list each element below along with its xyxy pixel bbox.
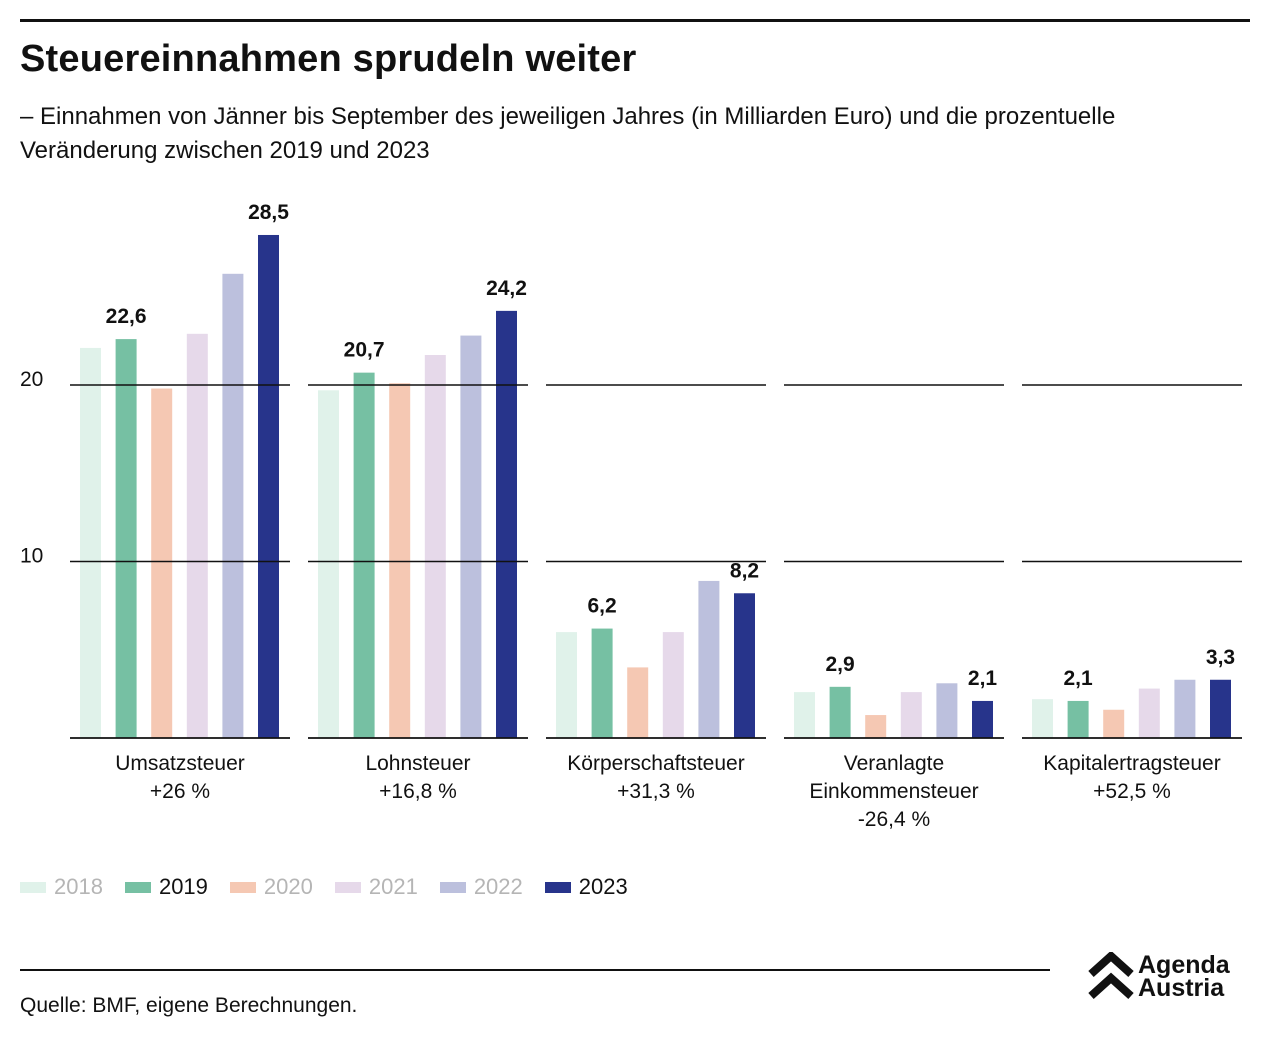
bar	[353, 372, 375, 738]
legend-label: 2019	[158, 874, 208, 899]
legend-item: 2023	[544, 874, 628, 900]
category-label: Lohnsteuer	[365, 752, 470, 775]
data-label: 2,1	[968, 667, 998, 690]
bar	[662, 632, 684, 738]
legend-item: 2019	[124, 874, 208, 900]
legend-label: 2018	[54, 874, 103, 899]
legend-swatch	[20, 881, 46, 893]
data-label: 24,2	[486, 277, 527, 300]
bar	[115, 339, 137, 738]
legend-swatch	[439, 881, 466, 893]
data-label: 6,2	[587, 595, 616, 618]
data-label: 28,5	[248, 201, 289, 224]
legend-swatch	[544, 881, 571, 893]
bar	[936, 683, 958, 738]
bar	[389, 383, 411, 738]
agenda-austria-chevron-icon	[1088, 952, 1134, 999]
chart-title: Steuereinnahmen sprudeln weiter	[20, 38, 637, 80]
legend-label: 2021	[368, 874, 418, 899]
bar	[424, 354, 446, 738]
legend: 2018 2019 2020 2021 2022 2023	[20, 874, 650, 900]
data-label: 8,2	[730, 559, 759, 582]
bar	[698, 580, 720, 738]
category-label: Kapitalertragsteuer	[1043, 752, 1220, 775]
bar	[794, 692, 815, 738]
data-label: 2,9	[825, 653, 854, 676]
legend-label: 2023	[578, 874, 628, 899]
legend-item: 2022	[439, 874, 523, 900]
y-tick-label: 10	[20, 545, 43, 568]
data-label: 22,6	[106, 305, 147, 328]
bar	[1210, 679, 1231, 738]
brand-name: Agenda Austria	[1138, 951, 1230, 1002]
bar	[829, 686, 851, 738]
legend-swatch	[124, 881, 151, 893]
legend-swatch	[229, 881, 256, 893]
data-label: 2,1	[1063, 667, 1093, 690]
category-label: Einkommensteuer	[809, 780, 978, 803]
bar	[1138, 688, 1160, 738]
change-label: +52,5 %	[1093, 780, 1171, 803]
bar	[151, 388, 173, 738]
bar	[591, 628, 613, 738]
bar	[900, 692, 922, 738]
bar	[865, 715, 887, 738]
bar	[734, 593, 755, 738]
change-label: +31,3 %	[617, 780, 695, 803]
bar	[460, 335, 482, 738]
bar	[1174, 679, 1196, 738]
bar	[1103, 709, 1125, 738]
bar	[258, 234, 279, 738]
change-label: +16,8 %	[379, 780, 457, 803]
category-label: Umsatzsteuer	[115, 752, 245, 775]
bar	[1067, 700, 1089, 738]
legend-label: 2022	[473, 874, 523, 899]
legend-label: 2020	[263, 874, 313, 899]
change-label: +26 %	[150, 780, 210, 803]
brand-logo: Agenda Austria	[1088, 952, 1230, 1002]
bar	[186, 333, 208, 738]
brand-line-1: Agenda	[1138, 951, 1230, 979]
bar	[496, 310, 517, 738]
data-label: 3,3	[1206, 646, 1235, 669]
source-note: Quelle: BMF, eigene Berechnungen.	[20, 994, 358, 1017]
legend-item: 2020	[229, 874, 313, 900]
bar	[318, 390, 339, 738]
category-label: Veranlagte	[844, 752, 944, 775]
data-label: 20,7	[344, 339, 385, 362]
legend-item: 2021	[334, 874, 418, 900]
category-label: Körperschaftsteuer	[567, 752, 744, 775]
bar	[556, 632, 577, 738]
y-tick-label: 20	[20, 368, 43, 391]
bar	[80, 347, 101, 738]
bar	[627, 667, 649, 738]
bottom-rule	[20, 969, 1050, 971]
change-label: -26,4 %	[858, 808, 930, 831]
brand-line-2: Austria	[1138, 974, 1225, 1002]
chart-subtitle: – Einnahmen von Jänner bis September des…	[20, 103, 1116, 164]
top-rule	[20, 19, 1250, 22]
bar	[1032, 699, 1053, 738]
bar	[972, 700, 993, 738]
legend-swatch	[334, 881, 361, 893]
bar	[222, 273, 244, 738]
bar-chart: 22,6 28,5 20,7 24,2 6,2 8,2 2,9 2,1 2,1 3,3 10 20 Um…	[20, 201, 1242, 831]
legend-item: 2018	[20, 874, 103, 900]
